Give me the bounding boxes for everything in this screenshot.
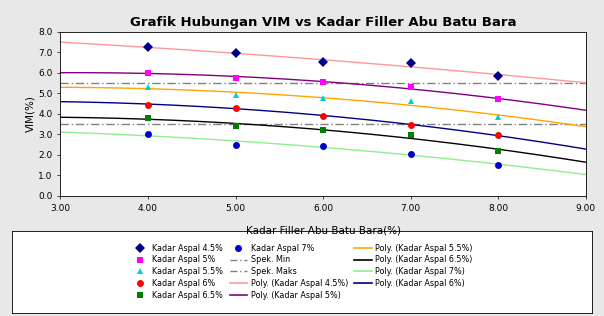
Y-axis label: VIM(%): VIM(%) [25, 95, 36, 132]
Title: Grafik Hubungan VIM vs Kadar Filler Abu Batu Bara: Grafik Hubungan VIM vs Kadar Filler Abu … [130, 16, 516, 29]
Legend: Kadar Aspal 4.5%, Kadar Aspal 5%, Kadar Aspal 5.5%, Kadar Aspal 6%, Kadar Aspal : Kadar Aspal 4.5%, Kadar Aspal 5%, Kadar … [129, 241, 475, 302]
Text: Kadar Filler Abu Batu Bara(%): Kadar Filler Abu Batu Bara(%) [246, 226, 400, 236]
